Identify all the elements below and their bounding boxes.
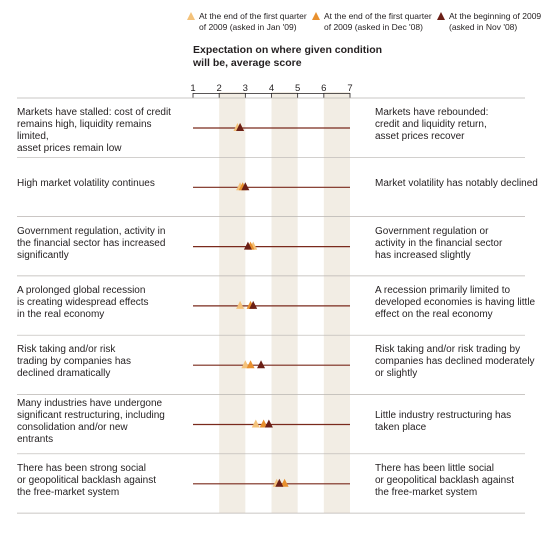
x-tick-label: 2 — [217, 83, 222, 94]
data-point-triangle — [275, 478, 284, 487]
row-label-left: Risk taking and/or risk trading by compan… — [17, 344, 185, 380]
row-label-line: Markets have rebounded: — [375, 107, 489, 118]
data-point-triangle — [249, 300, 258, 309]
legend-triangle-icon — [312, 12, 320, 20]
row-label-line: effect on the real economy — [375, 308, 493, 320]
row-label-line: the financial sector has increased — [17, 237, 166, 249]
row-label-left: Markets have stalled: cost of credit rema… — [17, 107, 185, 155]
row-label-line: Little industry restructuring has — [375, 409, 512, 421]
row-label-line: developed economies is having little — [375, 296, 536, 308]
row-label-right: Little industry restructuring has taken p… — [375, 410, 540, 434]
row-label-line: the free-market system — [17, 486, 120, 498]
data-point-triangle — [251, 419, 260, 428]
x-tick-label: 3 — [243, 83, 248, 94]
x-tick-label: 4 — [269, 83, 274, 94]
chart-subtitle: Expectation on where given condition wil… — [193, 44, 383, 69]
data-point-triangle — [246, 360, 255, 369]
row-label-line: Markets have stalled: cost of credit — [17, 107, 171, 118]
row-label-line: A recession primarily limited to — [375, 284, 511, 296]
row-label-right: Market volatility has notably declined — [375, 178, 540, 190]
row-label-left: There has been strong social or geopoliti… — [17, 463, 185, 499]
row-label-right: A recession primarily limited to develope… — [375, 285, 540, 321]
row-label-line: or geopolitical backlash against — [17, 474, 156, 486]
legend-label: At the end of the first quarter of 2009 (… — [199, 11, 307, 32]
row-label-left: Government regulation, activity in the fi… — [17, 226, 185, 262]
x-tick-label: 1 — [190, 83, 195, 94]
row-label-right: Risk taking and/or risk trading by compan… — [375, 344, 540, 380]
row-label-right: There has been little social or geopoliti… — [375, 463, 540, 499]
row-label-line: is creating widespread effects — [17, 296, 149, 308]
data-point-triangle — [259, 419, 268, 428]
row-label-line: significant restructuring, including — [17, 409, 165, 421]
chart-band — [323, 92, 350, 514]
row-label-line: in the real economy — [17, 308, 105, 320]
row-label-line: A prolonged global recession — [17, 284, 146, 296]
row-label-line: Government regulation or — [375, 225, 489, 237]
row-label-line: entrants — [17, 433, 54, 445]
row-label-line: credit and liquidity return, — [375, 119, 487, 130]
row-label-line: has increased slightly — [375, 249, 471, 261]
x-tick-label: 7 — [347, 83, 352, 94]
row-label-right: Markets have rebounded: credit and liquid… — [375, 107, 540, 143]
row-label-line: Government regulation, activity in — [17, 225, 166, 237]
data-point-triangle — [241, 360, 250, 369]
x-tick-label: 5 — [295, 83, 300, 94]
data-point-triangle — [264, 419, 273, 428]
row-label-line: Market volatility has notably declined — [375, 178, 538, 190]
legend-label: At the end of the first quarter of 2009 (… — [324, 11, 432, 32]
row-label-line: Risk taking and/or risk trading by — [375, 344, 521, 356]
row-label-left: A prolonged global recession is creating … — [17, 285, 185, 321]
row-label-line: There has been strong social — [17, 462, 146, 474]
data-point-triangle — [280, 478, 289, 487]
data-point-triangle — [243, 241, 252, 250]
legend-triangle-icon — [187, 12, 195, 20]
row-label-line: consolidation and/or new — [17, 421, 128, 433]
row-label-line: High market volatility continues — [17, 178, 155, 190]
row-label-line: asset prices recover — [375, 131, 465, 142]
data-point-triangle — [257, 360, 266, 369]
row-label-line: significantly — [17, 249, 69, 261]
data-point-triangle — [236, 300, 245, 309]
row-label-left: Many industries have undergone significan… — [17, 398, 185, 446]
row-label-line: taken place — [375, 421, 427, 433]
chart-band — [271, 92, 298, 514]
data-point-triangle — [241, 182, 250, 191]
chart-band — [219, 92, 246, 514]
row-label-line: asset prices remain low — [17, 143, 122, 154]
legend: At the end of the first quarter of 2009 (… — [187, 11, 541, 39]
row-label-line: Many industries have undergone — [17, 397, 163, 409]
row-label-line: activity in the financial sector — [375, 237, 503, 249]
row-label-line: or slightly — [375, 368, 418, 380]
row-label-line: trading by companies has — [17, 356, 131, 368]
row-label-line: or geopolitical backlash against — [375, 474, 514, 486]
row-label-line: declined dramatically — [17, 368, 111, 380]
legend-triangle-icon — [437, 12, 445, 20]
data-point-triangle — [236, 123, 245, 131]
row-label-right: Government regulation or activity in the … — [375, 226, 540, 262]
row-label-line: companies has declined moderately — [375, 356, 535, 368]
legend-label: At the beginning of 2009 (asked in Nov '0… — [449, 11, 542, 32]
row-label-line: Risk taking and/or risk — [17, 344, 116, 356]
row-label-line: There has been little social — [375, 462, 494, 474]
row-label-left: High market volatility continues — [17, 178, 185, 190]
x-tick-label: 6 — [321, 83, 326, 94]
row-label-line: remains high, liquidity remains limited, — [17, 119, 152, 142]
row-label-line: the free-market system — [375, 486, 478, 498]
